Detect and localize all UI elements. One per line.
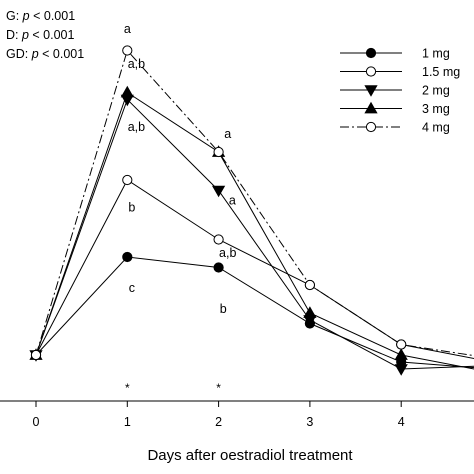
x-tick-label: 2 (215, 415, 222, 429)
series-4-mg (30, 45, 474, 361)
data-point (303, 306, 317, 318)
stat-p: p (21, 28, 29, 42)
stat-prefix: GD: (6, 47, 32, 61)
annotation-label: b (128, 201, 135, 215)
legend-marker (365, 121, 377, 133)
annotation-label: a (124, 22, 131, 36)
stat-p: p (31, 47, 39, 61)
significance-star: * (216, 381, 221, 395)
stat-rest: < 0.001 (39, 47, 85, 61)
stat-line: G: p < 0.001 (6, 9, 75, 23)
legend-marker (365, 47, 377, 59)
annotation-label: a (224, 127, 231, 141)
data-point (122, 45, 133, 56)
series-line (35, 91, 474, 370)
data-point (213, 146, 224, 158)
x-tick-label: 4 (398, 415, 405, 429)
legend-label: 1.5 mg (422, 65, 460, 79)
x-tick-label: 0 (33, 415, 40, 429)
legend-label: 4 mg (422, 121, 450, 135)
series-line (35, 98, 474, 370)
legend-label: 2 mg (422, 84, 450, 98)
series-2-mg (29, 94, 474, 376)
legend-entry: 3 mg (340, 101, 450, 116)
data-point (396, 339, 407, 350)
legend-entry: 1 mg (340, 47, 450, 61)
data-point (30, 349, 42, 361)
data-point (122, 251, 133, 263)
legend-marker (364, 85, 378, 97)
x-axis: 0 1 2 3 4 (0, 400, 474, 429)
legend-label: 1 mg (422, 47, 450, 61)
annotation-label: a,b (128, 57, 145, 71)
annotation-label: a,b (128, 120, 145, 134)
legend-marker (365, 66, 377, 77)
data-point (394, 364, 408, 376)
legend-label: 3 mg (422, 102, 450, 116)
series-3-mg (29, 85, 474, 370)
series-line (35, 256, 474, 369)
legend-entry: 4 mg (340, 121, 450, 135)
series-line (35, 179, 474, 359)
stat-rest: < 0.001 (30, 9, 76, 23)
data-point (213, 262, 224, 273)
stat-rest: < 0.001 (29, 28, 75, 42)
annotation-label: a (229, 194, 236, 208)
data-point (304, 279, 315, 291)
annotation-label: b (220, 302, 227, 316)
annotation-label: a,b (219, 246, 236, 260)
annotation-label: c (129, 281, 135, 295)
legend-entry: 2 mg (340, 84, 450, 98)
series-1-mg (30, 251, 474, 369)
x-tick-label: 1 (124, 415, 131, 429)
legend-entry: 1.5 mg (340, 65, 460, 79)
series-line (35, 49, 474, 357)
annotation-layer: a a,b a,b b c a a a,b b * * (124, 22, 237, 395)
stat-p: p (22, 9, 30, 23)
x-tick-label: 3 (306, 415, 313, 429)
legend-marker (364, 101, 378, 114)
x-axis-label: Days after oestradiol treatment (147, 447, 353, 464)
series-1.5-mg (30, 174, 474, 361)
data-point (120, 85, 134, 98)
data-point (122, 174, 133, 186)
data-point (213, 234, 224, 245)
series-layer (29, 45, 474, 376)
stat-line: GD: p < 0.001 (6, 47, 84, 61)
significance-star: * (125, 381, 130, 395)
stat-prefix: G: (6, 9, 23, 23)
stat-prefix: D: (6, 28, 22, 42)
legend: 1 mg 1.5 mg 2 mg 3 mg 4 mg (340, 47, 460, 135)
data-point (211, 185, 226, 198)
stat-line: D: p < 0.001 (6, 28, 75, 42)
data-point (394, 348, 408, 360)
